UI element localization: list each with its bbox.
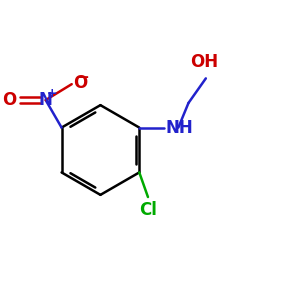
Text: N: N [39, 91, 52, 109]
Text: O: O [2, 91, 16, 109]
Text: NH: NH [165, 118, 193, 136]
Text: Cl: Cl [139, 201, 157, 219]
Text: O: O [73, 74, 87, 92]
Text: +: + [47, 87, 57, 100]
Text: OH: OH [190, 53, 218, 71]
Text: −: − [76, 70, 89, 85]
